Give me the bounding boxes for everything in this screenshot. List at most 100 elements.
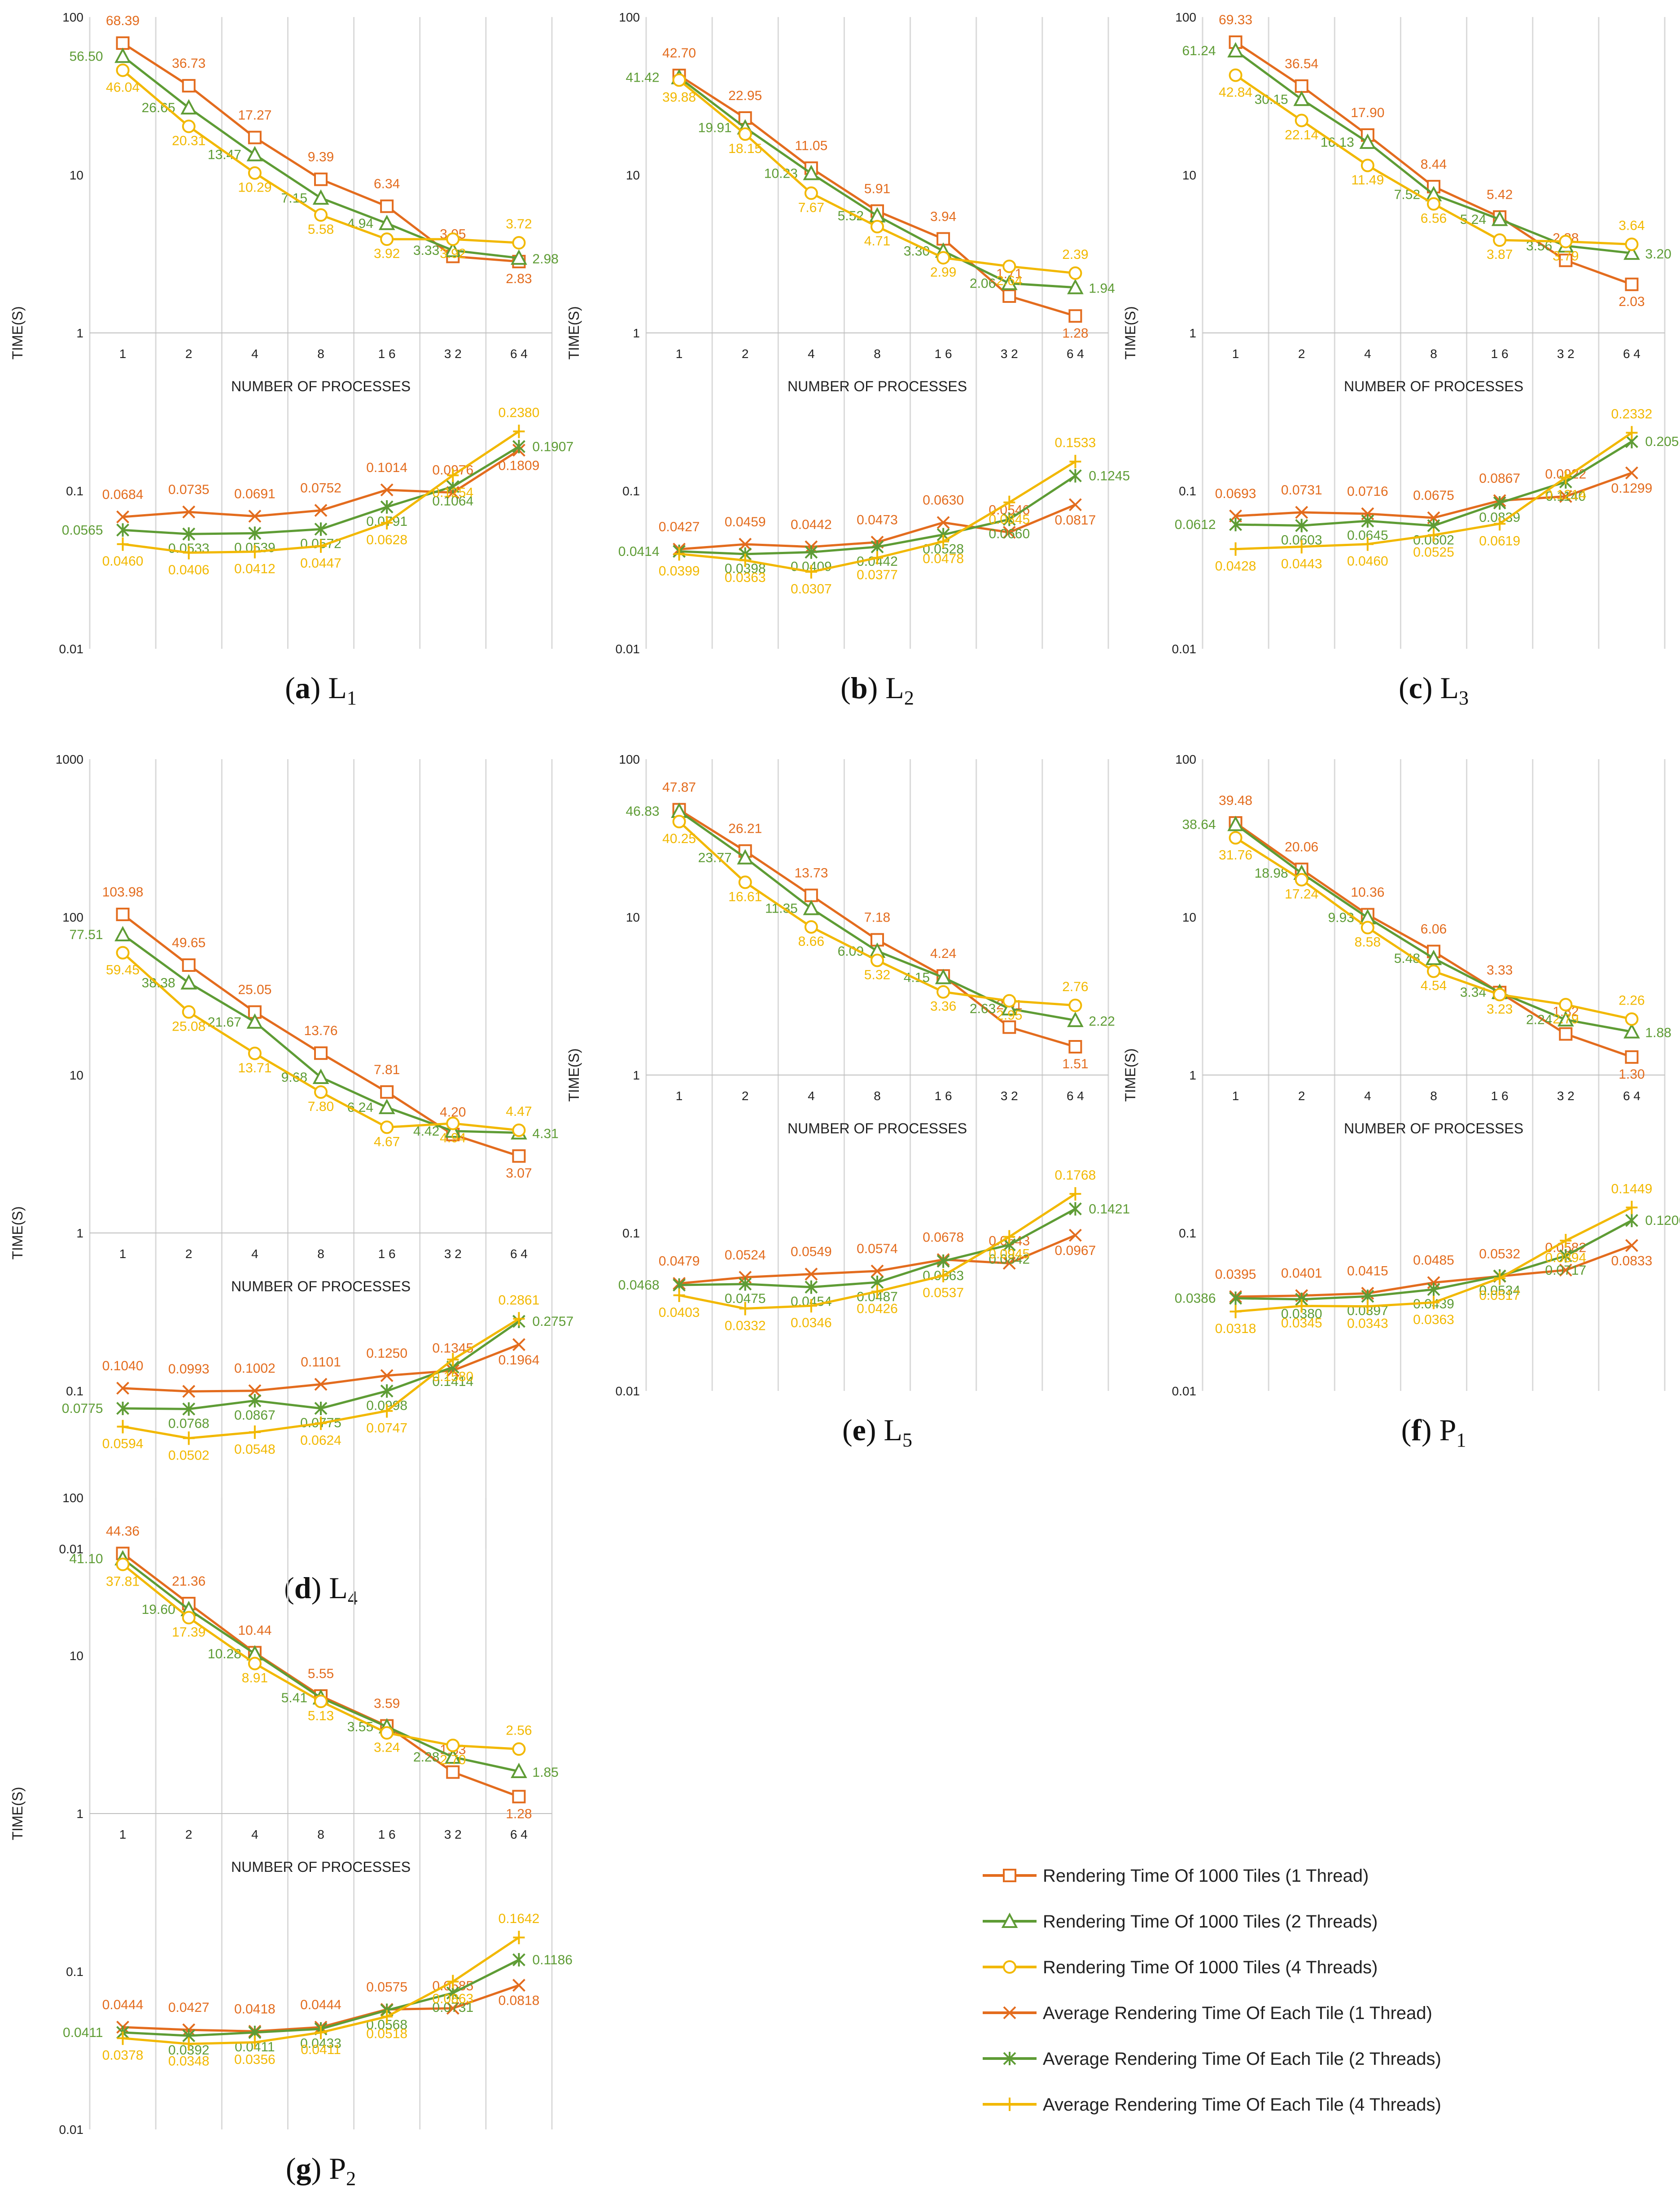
data-point-marker — [1625, 1239, 1638, 1252]
data-label: 0.0537 — [923, 1285, 964, 1300]
x-tick-label: 6 4 — [1623, 1089, 1641, 1103]
data-point-marker — [1295, 79, 1308, 93]
data-point-marker — [248, 526, 262, 540]
figure-caption: (f) P1 — [1401, 1413, 1466, 1451]
y-tick-label: 100 — [62, 10, 83, 24]
data-label: 3.33 — [1487, 963, 1513, 978]
data-label: 36.73 — [172, 56, 206, 71]
x-tick-label: 8 — [874, 347, 881, 361]
data-label: 44.36 — [106, 1524, 140, 1539]
data-point-marker — [871, 933, 884, 947]
series-6: 0.0378 0.0348 0.0356 0.0411 0.0518 0.0863 0.16… — [102, 1911, 540, 2068]
x-tick-label: 1 6 — [378, 347, 396, 361]
data-point-marker — [248, 1384, 262, 1398]
x-tick-label: 1 — [119, 1247, 127, 1261]
data-point-marker — [446, 480, 459, 494]
y-tick-label: 10 — [626, 168, 640, 182]
data-label: 0.1449 — [1611, 1181, 1653, 1196]
data-label: 2.99 — [930, 265, 956, 280]
data-label: 2.76 — [1062, 979, 1088, 994]
figure-caption: (e) L5 — [842, 1413, 912, 1451]
x-tick-label: 8 — [317, 1247, 324, 1261]
data-label: 20.06 — [1285, 840, 1318, 855]
y-tick-label: 0.1 — [66, 1965, 83, 1979]
data-label: 0.2380 — [499, 405, 540, 420]
legend-item: Average Rendering Time Of Each Tile (2 T… — [983, 2049, 1441, 2069]
data-point-marker — [1002, 1020, 1016, 1034]
data-label: 10.28 — [208, 1647, 241, 1661]
data-point-marker — [512, 236, 526, 250]
data-point-marker — [513, 424, 525, 438]
y-tick-label: 100 — [1175, 752, 1196, 766]
data-point-marker — [1229, 542, 1242, 556]
data-label: 0.0967 — [1055, 1243, 1096, 1258]
data-label: 0.0628 — [366, 533, 407, 547]
data-label: 1.28 — [1062, 326, 1088, 341]
data-label: 0.0731 — [1281, 483, 1322, 498]
data-point-marker — [739, 538, 752, 551]
legend-marker — [1004, 2098, 1015, 2111]
data-label: 3.55 — [347, 1719, 373, 1734]
data-label: 0.0833 — [1611, 1254, 1653, 1268]
data-point-marker — [672, 815, 686, 829]
x-tick-label: 4 — [808, 347, 815, 361]
data-point-marker — [805, 1280, 818, 1294]
x-tick-label: 6 4 — [510, 347, 528, 361]
data-label: 0.0411 — [301, 2042, 341, 2057]
data-label: 1.28 — [506, 1806, 532, 1821]
x-tick-label: 3 2 — [1557, 347, 1575, 361]
data-point-marker — [117, 537, 129, 551]
data-point-marker — [1625, 1050, 1639, 1064]
data-label: 0.0444 — [300, 1998, 341, 2012]
data-point-marker — [1491, 210, 1508, 226]
legend-item: Rendering Time Of 1000 Tiles (2 Threads) — [983, 1912, 1378, 1932]
data-label: 11.05 — [795, 139, 827, 153]
data-label: 0.0318 — [1215, 1321, 1256, 1336]
data-label: 22.14 — [1285, 127, 1318, 142]
data-label: 2.70 — [440, 1753, 466, 1767]
data-label: 59.45 — [106, 962, 140, 977]
chart-P1: 100 10 1 0.1 0.01 1 2 4 8 1 6 3 2 6 4 NUMBER OF PROC… — [1122, 752, 1680, 1451]
x-tick-label: 1 6 — [1491, 1089, 1509, 1103]
data-point-marker — [1494, 517, 1506, 531]
legend-label: Rendering Time Of 1000 Tiles (1 Thread) — [1043, 1866, 1369, 1886]
data-point-marker — [871, 220, 884, 234]
data-label: 0.0332 — [725, 1319, 766, 1333]
legend-item: Rendering Time Of 1000 Tiles (4 Threads) — [983, 1958, 1378, 1977]
data-label: 23.77 — [698, 851, 732, 865]
data-label: 0.0619 — [1479, 533, 1520, 548]
series-3: 37.81 17.39 8.91 5.13 3.24 2.70 2.56 — [106, 1557, 532, 1767]
x-tick-label: 8 — [1430, 347, 1437, 361]
data-label: 6.06 — [1421, 922, 1447, 937]
data-point-marker — [314, 522, 328, 536]
series-3: 39.88 18.15 7.67 4.71 2.99 2.64 2.39 — [662, 73, 1089, 288]
data-point-marker — [116, 946, 130, 960]
data-point-marker — [1069, 1187, 1081, 1201]
x-tick-label: 2 — [1298, 347, 1305, 361]
y-axis-title: TIME(S) — [566, 1048, 582, 1102]
data-point-marker — [183, 2037, 195, 2051]
data-label: 26.65 — [142, 101, 175, 115]
data-point-marker — [1069, 498, 1082, 511]
data-point-marker — [512, 1790, 526, 1804]
data-point-marker — [936, 232, 950, 246]
data-point-marker — [936, 516, 950, 529]
x-tick-label: 6 4 — [1067, 347, 1084, 361]
data-label: 0.0403 — [659, 1305, 700, 1320]
x-tick-label: 3 2 — [1557, 1089, 1575, 1103]
data-label: 3.23 — [1487, 1002, 1513, 1017]
data-point-marker — [380, 1369, 394, 1382]
data-point-marker — [1560, 471, 1572, 485]
data-label: 39.48 — [1219, 793, 1252, 808]
data-label: 5.13 — [308, 1709, 334, 1723]
y-axis-title: TIME(S) — [9, 1787, 26, 1840]
data-point-marker — [114, 926, 131, 941]
data-point-marker — [512, 1338, 525, 1351]
series-6: 0.0428 0.0443 0.0460 0.0525 0.0619 0.1214 0.23… — [1215, 407, 1653, 574]
data-label: 0.0378 — [102, 2048, 144, 2063]
data-point-marker — [248, 1046, 262, 1060]
data-point-marker — [1361, 921, 1374, 935]
